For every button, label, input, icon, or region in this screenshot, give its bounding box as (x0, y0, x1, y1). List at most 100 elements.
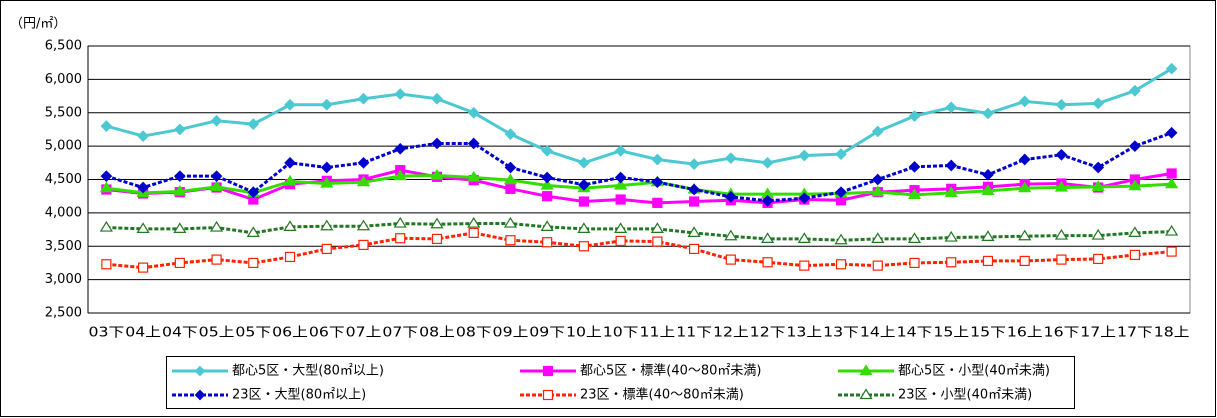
marker (760, 232, 775, 244)
legend-box (166, 356, 1075, 409)
marker (1128, 179, 1142, 191)
series-line (106, 222, 1172, 242)
marker (101, 259, 112, 270)
marker (688, 196, 700, 207)
marker (468, 227, 479, 238)
marker (505, 235, 516, 246)
marker (467, 170, 481, 182)
marker (431, 92, 443, 105)
x-tick-label: 14上 (860, 326, 896, 341)
x-tick-label: 08上 (419, 326, 455, 341)
marker (504, 128, 517, 140)
marker (798, 149, 811, 162)
marker (614, 171, 627, 184)
y-tick-label: 4,000 (45, 205, 82, 220)
marker (1055, 148, 1068, 161)
marker (688, 158, 700, 170)
y-tick-label: 4,500 (45, 172, 82, 187)
marker (724, 229, 738, 241)
marker (944, 186, 958, 197)
marker (1129, 84, 1141, 97)
marker (1092, 97, 1105, 110)
x-tick-label: 08下 (456, 326, 492, 341)
marker (99, 220, 113, 232)
marker (907, 188, 922, 199)
marker (652, 197, 663, 208)
marker (100, 170, 113, 183)
marker (100, 120, 113, 132)
marker (173, 123, 186, 136)
x-tick-label: 17下 (1117, 326, 1153, 341)
marker (209, 220, 224, 232)
marker (615, 235, 626, 247)
marker (578, 196, 590, 207)
marker (1054, 228, 1069, 240)
x-tick-label: 14下 (897, 326, 933, 341)
marker (761, 195, 774, 207)
marker (871, 173, 884, 186)
marker (687, 226, 701, 237)
x-tick-label: 16上 (1007, 326, 1043, 341)
marker (357, 92, 370, 105)
marker (284, 98, 296, 111)
legend-label: 都心5区・標準(40～80㎡未満) (580, 363, 762, 379)
marker (541, 171, 554, 184)
marker (504, 161, 517, 174)
marker (247, 186, 260, 199)
marker (393, 169, 407, 181)
marker (688, 183, 700, 196)
marker (871, 125, 884, 138)
marker (908, 110, 921, 122)
legend-marker (194, 389, 206, 401)
marker (320, 219, 334, 231)
marker (284, 156, 296, 169)
x-tick-label: 12上 (713, 326, 749, 341)
series (100, 62, 1178, 170)
y-tick-label: 5,000 (45, 139, 82, 154)
x-tick-label: 03下 (89, 326, 125, 341)
x-tick-label: 12下 (750, 326, 786, 341)
legend-marker (194, 365, 206, 377)
x-tick-label: 10上 (566, 326, 602, 341)
marker (578, 156, 590, 169)
x-tick-label: 11下 (676, 326, 712, 341)
marker (173, 170, 186, 183)
marker (871, 232, 885, 244)
marker (615, 194, 626, 205)
marker (137, 130, 149, 142)
marker (541, 144, 554, 157)
series-line (105, 131, 1173, 203)
marker (211, 254, 222, 265)
marker (688, 243, 700, 255)
marker (798, 192, 811, 205)
marker (982, 255, 994, 267)
y-tick-label: 5,500 (45, 105, 82, 120)
series-line (106, 168, 1172, 205)
marker (320, 98, 333, 111)
marker (210, 170, 223, 183)
marker (431, 137, 443, 150)
marker (284, 251, 296, 263)
marker (247, 118, 260, 130)
marker (944, 230, 958, 242)
marker (542, 237, 553, 248)
x-tick-label: 05下 (235, 326, 271, 341)
marker (358, 239, 369, 251)
x-tick-label: 04上 (125, 326, 161, 341)
series-line (105, 67, 1173, 166)
legend-label: 都心5区・大型(80㎡以上) (232, 364, 384, 379)
marker (1129, 140, 1141, 152)
series-line (106, 231, 1172, 270)
marker (797, 232, 811, 244)
marker (725, 254, 736, 265)
marker (174, 257, 185, 269)
x-tick-label: 18上 (1154, 326, 1190, 341)
x-tick-label: 11上 (640, 326, 676, 341)
marker (946, 257, 957, 268)
marker (248, 257, 259, 269)
marker (1018, 153, 1031, 166)
marker (430, 217, 444, 229)
marker (283, 220, 297, 231)
marker (540, 178, 554, 190)
